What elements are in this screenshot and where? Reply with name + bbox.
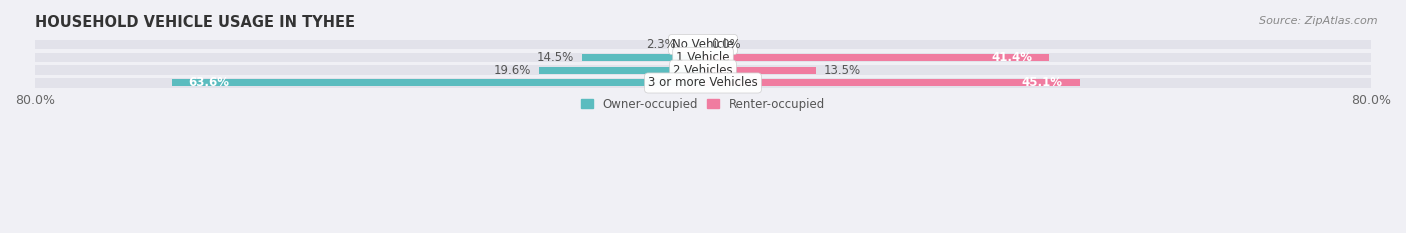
Text: 2 Vehicles: 2 Vehicles	[673, 64, 733, 77]
Bar	[540, 67, 703, 74]
Text: HOUSEHOLD VEHICLE USAGE IN TYHEE: HOUSEHOLD VEHICLE USAGE IN TYHEE	[35, 15, 354, 30]
Text: 3 or more Vehicles: 3 or more Vehicles	[648, 76, 758, 89]
Text: 13.5%: 13.5%	[824, 64, 862, 77]
Text: 45.1%: 45.1%	[1022, 76, 1063, 89]
Bar	[35, 78, 1371, 88]
Text: Source: ZipAtlas.com: Source: ZipAtlas.com	[1260, 16, 1378, 26]
Text: No Vehicle: No Vehicle	[672, 38, 734, 51]
Text: 41.4%: 41.4%	[991, 51, 1032, 64]
Text: 2.3%: 2.3%	[645, 38, 675, 51]
Text: 14.5%: 14.5%	[536, 51, 574, 64]
Bar	[703, 79, 1080, 86]
Bar	[703, 67, 815, 74]
Bar	[683, 41, 703, 48]
Bar	[172, 79, 703, 86]
Bar	[703, 54, 1049, 61]
Bar	[35, 40, 1371, 49]
Text: 1 Vehicle: 1 Vehicle	[676, 51, 730, 64]
Text: 0.0%: 0.0%	[711, 38, 741, 51]
Bar	[582, 54, 703, 61]
Text: 63.6%: 63.6%	[188, 76, 229, 89]
Legend: Owner-occupied, Renter-occupied: Owner-occupied, Renter-occupied	[576, 93, 830, 115]
Bar	[35, 65, 1371, 75]
Text: 19.6%: 19.6%	[494, 64, 531, 77]
Bar	[35, 52, 1371, 62]
